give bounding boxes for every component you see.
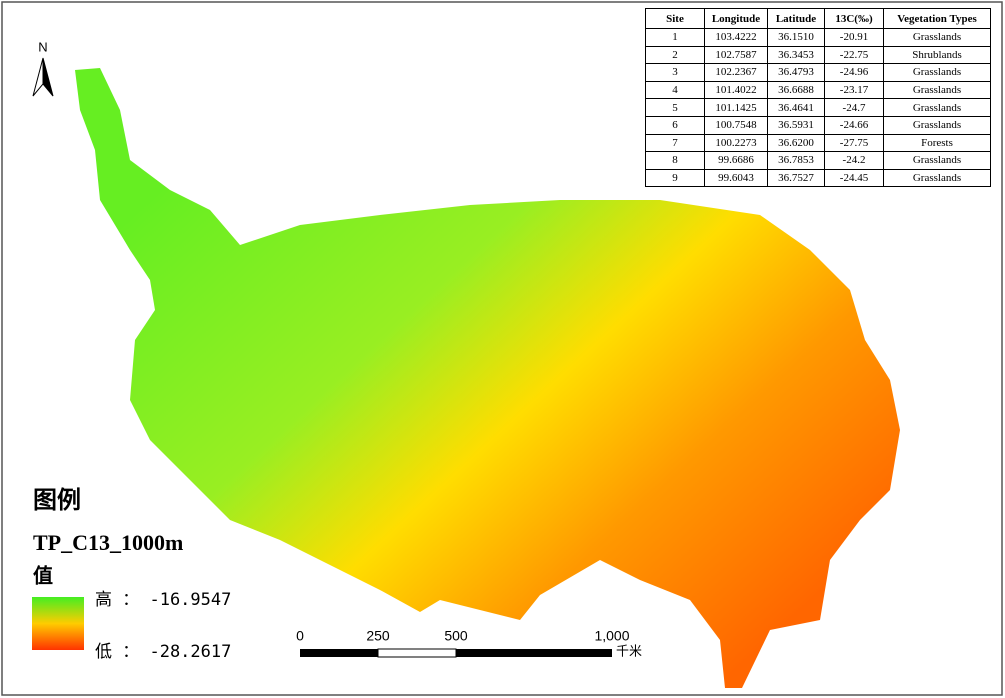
table-row: 7 100.2273 36.6200 -27.75 Forests — [645, 133, 991, 153]
table-cell: 99.6043 — [704, 168, 768, 188]
legend-field: 值 — [33, 564, 53, 588]
table-cell: Grasslands — [883, 63, 991, 82]
scale-tick-label: 500 — [444, 628, 468, 644]
header-cell: 13C(‰) — [824, 8, 884, 29]
table-cell: 36.6200 — [767, 133, 825, 153]
table-cell: 5 — [645, 98, 705, 117]
north-label: N — [38, 39, 47, 54]
legend-title: 图例 — [33, 486, 81, 514]
scale-segment — [300, 649, 378, 657]
table-cell: -22.75 — [824, 45, 884, 65]
legend-layer: TP_C13_1000m — [33, 530, 183, 555]
north-arrow — [42, 57, 54, 97]
scale-unit: 千米 — [616, 645, 642, 660]
table-cell: 36.3453 — [767, 45, 825, 65]
table-cell: Grasslands — [883, 168, 991, 188]
table-cell: 103.4222 — [704, 28, 768, 47]
table-cell: Grasslands — [883, 80, 991, 100]
table-cell: 6 — [645, 115, 705, 135]
table-cell: 101.1425 — [704, 98, 768, 117]
table-cell: 102.2367 — [704, 63, 768, 82]
table-cell: Grasslands — [883, 28, 991, 47]
scale-segment — [377, 648, 457, 658]
table-cell: 102.7587 — [704, 45, 768, 65]
header-cell: Latitude — [767, 8, 825, 29]
table-cell: 100.2273 — [704, 133, 768, 153]
table-cell: 36.4641 — [767, 98, 825, 117]
table-cell: 2 — [645, 45, 705, 65]
table-cell: 36.7527 — [767, 168, 825, 188]
table-cell: Shrublands — [883, 45, 991, 65]
header-cell: Site — [645, 8, 705, 29]
legend-high: 高 ： -16.9547 — [95, 590, 231, 610]
north-arrow — [32, 57, 44, 97]
table-cell: -24.45 — [824, 168, 884, 188]
scale-tick-label: 1,000 — [594, 628, 629, 644]
table-row: 9 99.6043 36.7527 -24.45 Grasslands — [645, 168, 991, 188]
table-cell: 4 — [645, 80, 705, 100]
table-row: 5 101.1425 36.4641 -24.7 Grasslands — [645, 98, 991, 117]
table-cell: 7 — [645, 133, 705, 153]
table-cell: 101.4022 — [704, 80, 768, 100]
header-cell: Longitude — [704, 8, 768, 29]
scale-tick-label: 0 — [296, 628, 304, 644]
table-cell: Grasslands — [883, 98, 991, 117]
table-cell: -24.66 — [824, 115, 884, 135]
site-table: Site Longitude Latitude 13C(‰) Vegetation Ty… — [645, 8, 991, 188]
table-row: 6 100.7548 36.5931 -24.66 Grasslands — [645, 115, 991, 135]
table-cell: -24.2 — [824, 151, 884, 170]
table-cell: 36.1510 — [767, 28, 825, 47]
scale-segment — [456, 649, 612, 657]
scale-tick-label: 250 — [366, 628, 390, 644]
table-cell: 36.4793 — [767, 63, 825, 82]
table-cell: Grasslands — [883, 115, 991, 135]
table-row: 8 99.6686 36.7853 -24.2 Grasslands — [645, 151, 991, 170]
table-cell: -27.75 — [824, 133, 884, 153]
table-cell: Grasslands — [883, 151, 991, 170]
table-cell: 36.6688 — [767, 80, 825, 100]
table-cell: 1 — [645, 28, 705, 47]
table-row: 3 102.2367 36.4793 -24.96 Grasslands — [645, 63, 991, 82]
legend-low: 低 ： -28.2617 — [95, 642, 231, 662]
table-row: 1 103.4222 36.1510 -20.91 Grasslands — [645, 28, 991, 47]
table-cell: -24.96 — [824, 63, 884, 82]
table-cell: -20.91 — [824, 28, 884, 47]
scale-labels: 0 250 500 1,000 — [296, 628, 630, 644]
table-cell: Forests — [883, 133, 991, 153]
header-cell: Vegetation Types — [883, 8, 991, 29]
table-cell: 8 — [645, 151, 705, 170]
table-cell: 100.7548 — [704, 115, 768, 135]
table-cell: -23.17 — [824, 80, 884, 100]
table-row: 4 101.4022 36.6688 -23.17 Grasslands — [645, 80, 991, 100]
table-cell: -24.7 — [824, 98, 884, 117]
table-cell: 9 — [645, 168, 705, 188]
table-cell: 36.5931 — [767, 115, 825, 135]
plateau — [75, 68, 900, 688]
table-row: 2 102.7587 36.3453 -22.75 Shrublands — [645, 45, 991, 65]
table-cell: 3 — [645, 63, 705, 82]
table-cell: 36.7853 — [767, 151, 825, 170]
legend-ramp — [32, 597, 84, 650]
table-header-row: Site Longitude Latitude 13C(‰) Vegetation Ty… — [645, 8, 991, 29]
table-cell: 99.6686 — [704, 151, 768, 170]
